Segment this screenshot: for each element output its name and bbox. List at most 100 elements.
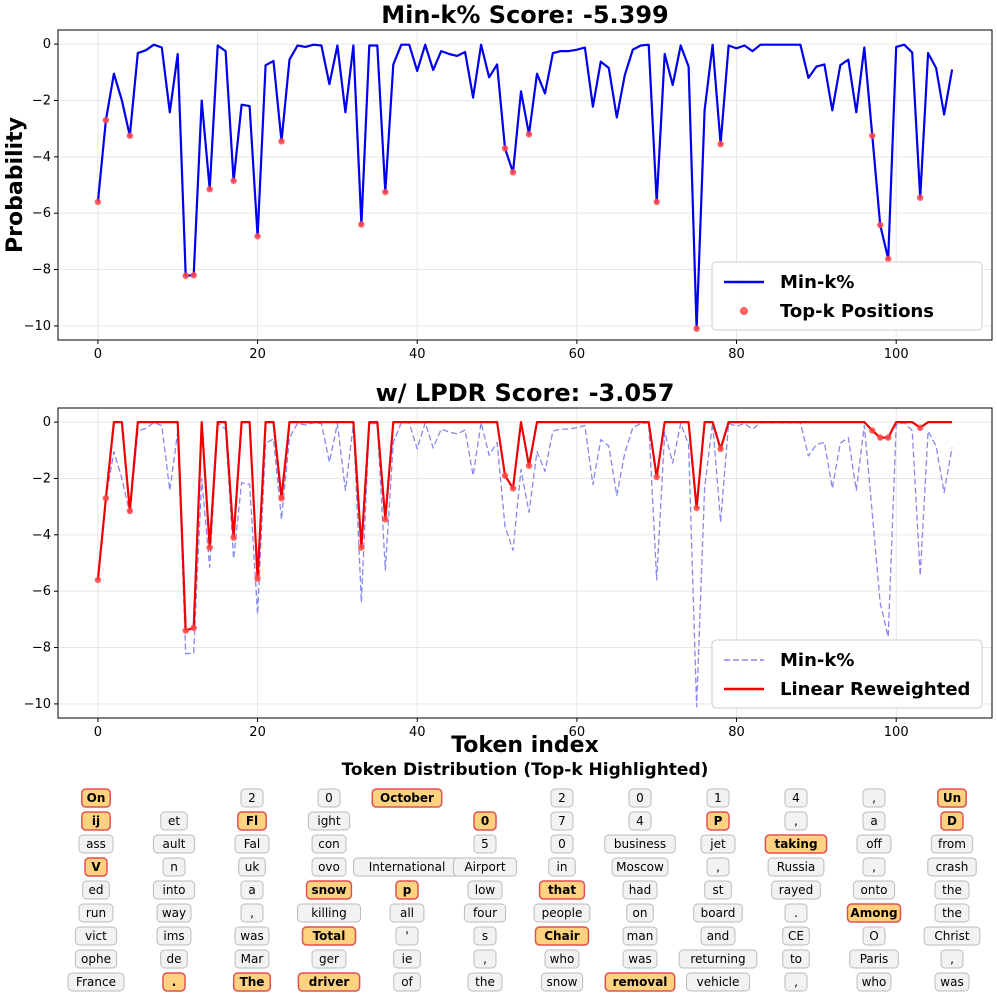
token-cell	[538, 880, 586, 900]
token-cell	[237, 811, 267, 831]
token-label: ed	[89, 883, 104, 897]
token-cell	[923, 926, 981, 946]
token-cell	[156, 926, 192, 946]
token-label: 0	[325, 791, 333, 805]
token-label: vict	[85, 929, 107, 943]
token-label: low	[475, 883, 496, 897]
data-point	[230, 177, 237, 184]
data-point	[102, 494, 110, 502]
token-cell	[934, 972, 970, 992]
token-label: was	[240, 929, 263, 943]
data-point	[869, 132, 876, 139]
token-cell	[311, 834, 347, 854]
token-label: ight	[317, 814, 341, 828]
token-cell	[704, 880, 732, 900]
token-label: of	[401, 975, 413, 989]
token-cell	[604, 834, 676, 854]
series-line-1	[97, 422, 953, 708]
legend-label: Linear Reweighted	[780, 679, 970, 700]
token-cell	[238, 857, 266, 877]
data-point	[102, 116, 110, 124]
data-point	[653, 198, 660, 206]
token-label: from	[938, 837, 966, 851]
token-label: and	[707, 929, 730, 943]
token-label: was	[628, 952, 651, 966]
data-point	[206, 186, 213, 193]
chart-title: w/ LPDR Score: -3.057	[376, 379, 675, 407]
token-label: four	[473, 906, 497, 920]
token-cell	[317, 788, 341, 808]
token-label: 0	[481, 814, 489, 828]
token-label: France	[76, 975, 116, 989]
token-label: P	[714, 814, 723, 828]
token-label: killing	[311, 906, 347, 920]
token-cell	[764, 834, 828, 854]
token-label: D	[947, 814, 957, 828]
token-cell	[156, 903, 192, 923]
token-cell	[82, 880, 110, 900]
legend-marker	[740, 307, 748, 315]
token-label: the	[942, 883, 962, 897]
token-cell	[162, 857, 186, 877]
token-cell	[782, 926, 810, 946]
data-point	[254, 575, 261, 582]
token-cell	[240, 788, 264, 808]
token-cell	[849, 949, 899, 969]
data-point	[509, 485, 517, 492]
token-cell	[706, 811, 730, 831]
token-label: October	[380, 791, 434, 805]
x-tick-label: 60	[569, 725, 586, 740]
y-tick-label: −6	[32, 584, 51, 599]
token-cell	[160, 811, 188, 831]
token-label: ,	[716, 860, 720, 874]
data-point	[278, 494, 285, 502]
token-cell	[700, 926, 736, 946]
token-label: the	[942, 906, 962, 920]
data-point	[509, 169, 517, 176]
token-cell	[152, 880, 196, 900]
token-label: The	[240, 975, 265, 989]
token-cell	[930, 834, 974, 854]
token-cell	[940, 811, 964, 831]
token-cell	[152, 834, 196, 854]
token-label: ,	[794, 975, 798, 989]
token-label: CE	[788, 929, 804, 943]
legend-label: Min-k%	[780, 272, 854, 293]
token-label: crash	[936, 860, 969, 874]
token-table: Token Distribution (Top-k Highlighted) On…	[67, 760, 981, 992]
data-point	[877, 221, 884, 229]
token-label: V	[91, 860, 101, 874]
data-point	[885, 434, 892, 441]
data-point	[501, 145, 509, 152]
token-label: '	[405, 929, 408, 943]
token-label: Airport	[464, 860, 505, 874]
data-point	[885, 255, 892, 263]
token-cell	[389, 903, 425, 923]
x-tick-label: 80	[728, 725, 745, 740]
token-label: returning	[690, 952, 745, 966]
token-label: removal	[613, 975, 668, 989]
y-tick-label: −8	[32, 263, 51, 278]
token-cell	[550, 811, 574, 831]
token-label: ,	[250, 906, 254, 920]
token-label: who	[550, 952, 575, 966]
data-point	[525, 462, 533, 469]
token-cell	[473, 811, 497, 831]
token-cell	[767, 857, 825, 877]
token-table-title: Token Distribution (Top-k Highlighted)	[342, 760, 709, 780]
data-point	[693, 325, 700, 332]
plot-frame	[57, 407, 993, 719]
data-point	[525, 131, 533, 138]
token-label: On	[87, 791, 106, 805]
x-axis-label: Token index	[451, 733, 599, 758]
token-cell	[84, 857, 108, 877]
token-label: ovo	[318, 860, 340, 874]
legend-box	[711, 261, 983, 331]
data-point	[182, 272, 189, 279]
token-cell	[784, 972, 808, 992]
token-cell	[611, 857, 669, 877]
data-point	[501, 472, 509, 479]
token-label: uk	[245, 860, 260, 874]
y-tick-label: −4	[32, 528, 51, 543]
